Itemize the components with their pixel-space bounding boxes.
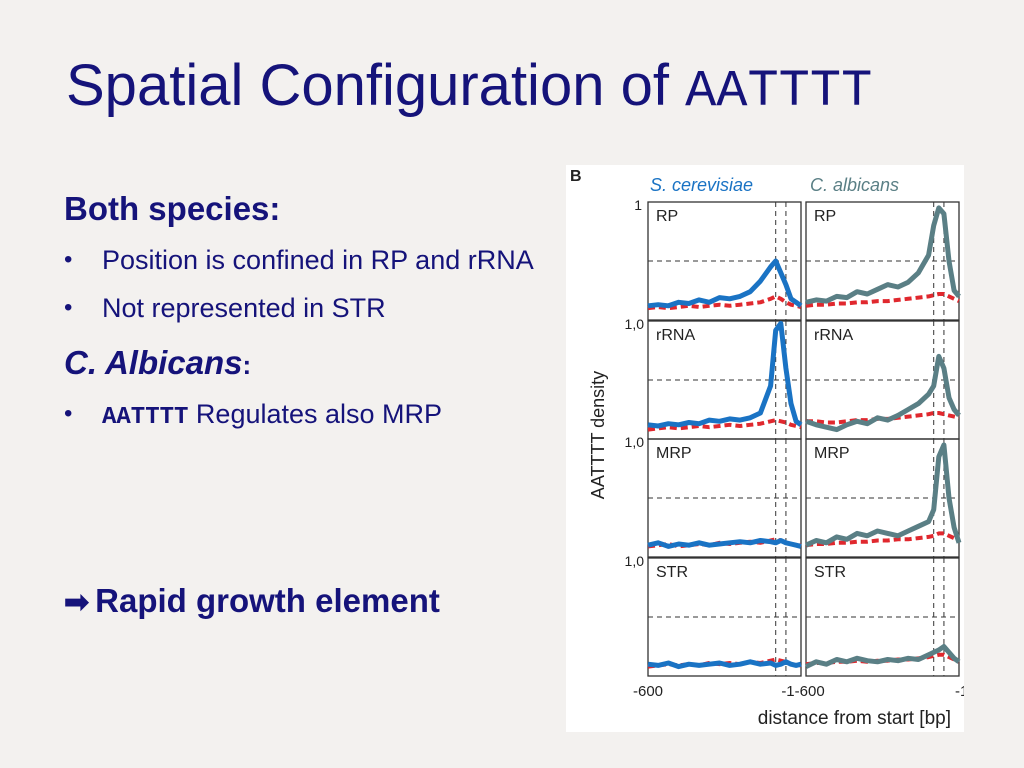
slide-title-motif: AATTTT xyxy=(685,62,873,121)
y-tick-label-2: 1,0 xyxy=(625,553,645,569)
series-background-albicans-mrp xyxy=(805,531,960,548)
heading-c-albicans: C. Albicans: xyxy=(64,344,544,382)
row-label-cerevisiae-rrna: rRNA xyxy=(656,327,695,344)
row-label-cerevisiae-str: STR xyxy=(656,564,688,581)
heading-c-albicans-text: C. Albicans xyxy=(64,344,243,381)
column-label-cerevisiae: S. cerevisiae xyxy=(650,175,753,195)
series-albicans-rp xyxy=(805,205,961,305)
bullet-motif: AATTTT xyxy=(102,404,189,431)
slide-title-text: Spatial Configuration of xyxy=(66,53,686,118)
series-cerevisiae-rrna xyxy=(647,320,803,429)
x-axis-label: distance from start [bp] xyxy=(758,708,951,729)
row-label-albicans-str: STR xyxy=(814,564,846,581)
x-tick-right: -1 xyxy=(955,683,964,700)
bullet-item: • Position is confined in RP and rRNA xyxy=(64,240,544,280)
panel-label: B xyxy=(570,168,582,185)
density-figure: B S. cerevisiae C. albicans RP rRNA MRP STR RP r… xyxy=(566,165,964,732)
slide-title: Spatial Configuration of AATTTT xyxy=(66,52,872,121)
heading-colon: : xyxy=(242,350,252,380)
column-label-albicans: C. albicans xyxy=(810,175,899,195)
bullet-text: Not represented in STR xyxy=(102,293,386,323)
row-label-albicans-rrna: rRNA xyxy=(814,327,853,344)
y-tick-label-0: 1,0 xyxy=(625,316,645,332)
series-albicans-str xyxy=(804,644,961,669)
series-albicans-mrp xyxy=(804,442,962,548)
density-chart: B S. cerevisiae C. albicans RP rRNA MRP STR RP r… xyxy=(570,168,964,729)
series-cerevisiae-mrp xyxy=(647,538,802,549)
row-label-albicans-mrp: MRP xyxy=(814,445,850,462)
row-label-albicans-rp: RP xyxy=(814,208,836,225)
x-tick-middle: -1-600 xyxy=(781,683,824,700)
arrow-right-icon: ➡ xyxy=(64,586,90,619)
series-background-albicans-rp xyxy=(805,292,960,308)
row-label-cerevisiae-rp: RP xyxy=(656,208,678,225)
conclusion-line: ➡ Rapid growth element xyxy=(64,582,440,620)
conclusion-text: Rapid growth element xyxy=(95,582,440,619)
slide-body: Both species: • Position is confined in R… xyxy=(64,190,544,454)
heading-both-species: Both species: xyxy=(64,190,281,227)
bullet-dot: • xyxy=(64,294,73,321)
row-label-cerevisiae-mrp: MRP xyxy=(656,445,692,462)
series-cerevisiae-rp xyxy=(647,258,803,309)
bullet-dot: • xyxy=(64,400,73,427)
y-axis-label: AATTTT density xyxy=(588,371,608,499)
bullet-text: Regulates also MRP xyxy=(188,399,443,429)
bullet-text: Position is confined in RP and rRNA xyxy=(102,245,534,275)
x-tick-left: -600 xyxy=(633,683,663,700)
bullet-dot: • xyxy=(64,246,73,273)
bullet-list-both: • Position is confined in RP and rRNA • No… xyxy=(64,240,544,328)
y-tick-label-1: 1,0 xyxy=(625,434,645,450)
series-background-cerevisiae-rrna xyxy=(647,418,802,432)
bullet-item: • AATTTT Regulates also MRP xyxy=(64,394,544,438)
bullet-item: • Not represented in STR xyxy=(64,288,544,328)
bullet-list-albicans: • AATTTT Regulates also MRP xyxy=(64,394,544,438)
series-cerevisiae-str xyxy=(647,659,802,670)
y-tick-top: 1 xyxy=(634,197,642,213)
series-albicans-rrna xyxy=(805,353,961,433)
series-background-cerevisiae-rp xyxy=(647,294,802,311)
